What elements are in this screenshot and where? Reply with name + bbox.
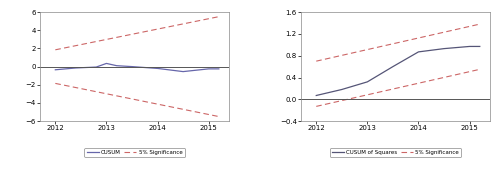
Legend: CUSUM of Squares, 5% Significance: CUSUM of Squares, 5% Significance	[330, 148, 461, 157]
Legend: CUSUM, 5% Significance: CUSUM, 5% Significance	[84, 148, 184, 157]
